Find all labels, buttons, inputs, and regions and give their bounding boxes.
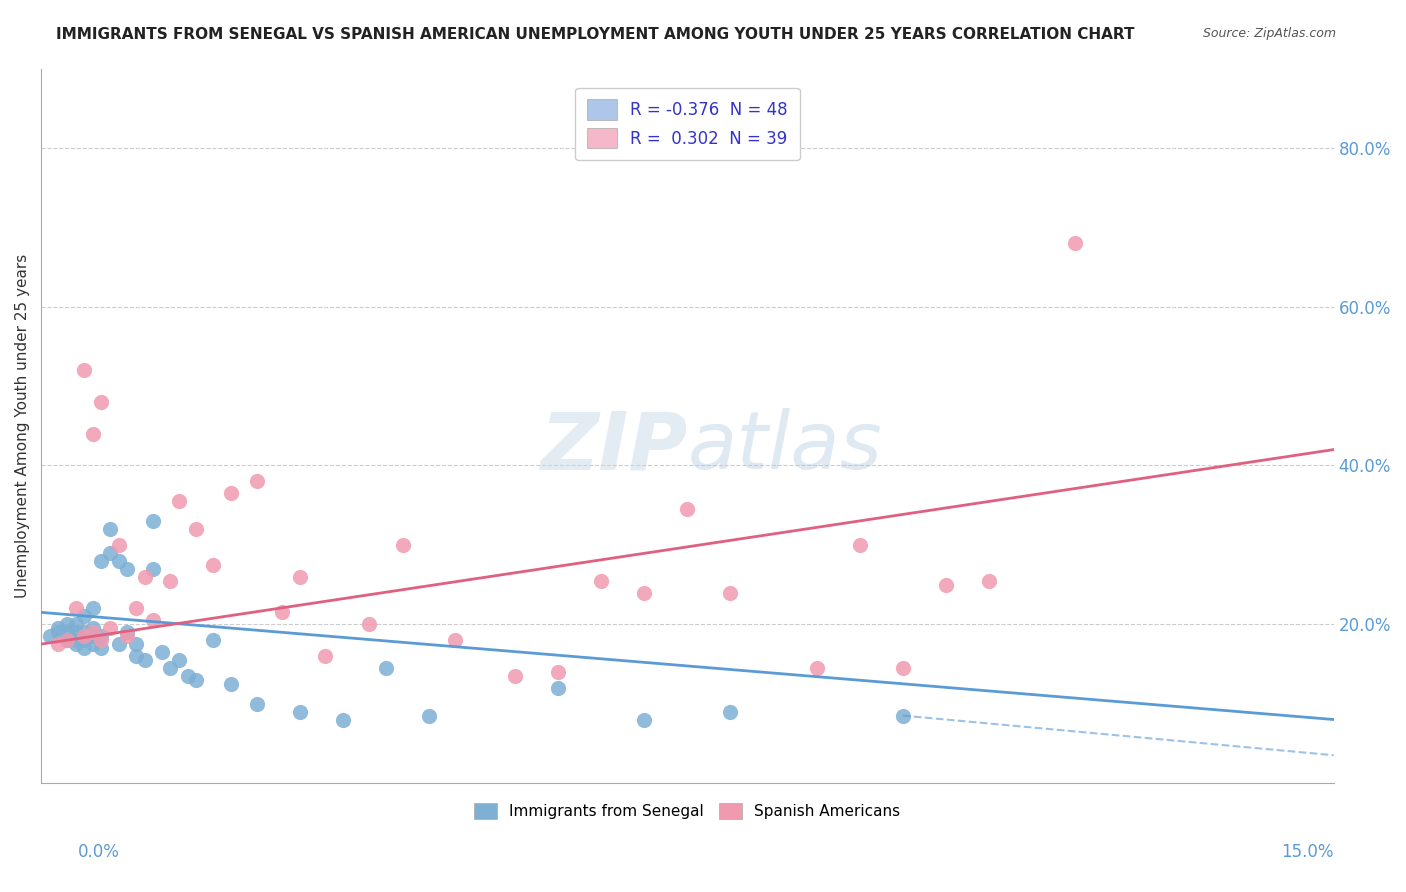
Point (134, 569, 156, 583)
Legend: Immigrants from Senegal, Spanish Americans: Immigrants from Senegal, Spanish America… (468, 797, 907, 825)
Point (65, 625, 87, 640)
Text: 0.0%: 0.0% (77, 843, 120, 861)
Point (1064, 236, 1087, 251)
Point (107, 554, 129, 568)
Point (891, 661, 914, 675)
Point (142, 562, 165, 576)
Point (73, 629, 96, 643)
Point (82, 625, 104, 640)
Point (676, 502, 699, 516)
Text: IMMIGRANTS FROM SENEGAL VS SPANISH AMERICAN UNEMPLOYMENT AMONG YOUTH UNDER 25 YE: IMMIGRANTS FROM SENEGAL VS SPANISH AMERI… (56, 27, 1135, 42)
Point (56, 625, 79, 640)
Text: 15.0%: 15.0% (1281, 843, 1334, 861)
Point (271, 605, 294, 619)
Point (90, 554, 112, 568)
Point (186, 673, 208, 687)
Point (65, 633, 87, 648)
Point (503, 669, 526, 683)
Point (107, 538, 129, 552)
Point (125, 601, 148, 615)
Point (82, 621, 104, 635)
Point (418, 708, 440, 723)
Point (176, 669, 198, 683)
Point (46, 625, 69, 640)
Point (633, 585, 655, 599)
Point (98, 522, 121, 536)
Point (90, 629, 112, 643)
Point (374, 661, 396, 675)
Y-axis label: Unemployment Among Youth under 25 years: Unemployment Among Youth under 25 years (15, 253, 30, 598)
Point (288, 705, 311, 719)
Point (98, 621, 121, 635)
Point (219, 486, 242, 500)
Point (547, 681, 569, 695)
Point (720, 585, 742, 599)
Point (56, 617, 79, 632)
Point (65, 601, 87, 615)
Point (848, 538, 870, 552)
Point (935, 577, 957, 591)
Point (82, 637, 104, 651)
Point (90, 395, 112, 409)
Point (202, 633, 225, 648)
Text: Source: ZipAtlas.com: Source: ZipAtlas.com (1202, 27, 1336, 40)
Point (288, 569, 311, 583)
Point (202, 558, 225, 572)
Point (56, 633, 79, 648)
Point (591, 574, 613, 588)
Point (547, 665, 569, 679)
Point (73, 641, 96, 656)
Point (107, 637, 129, 651)
Point (977, 574, 1000, 588)
Point (73, 363, 96, 377)
Point (245, 697, 267, 711)
Point (46, 621, 69, 635)
Point (117, 625, 139, 640)
Point (159, 574, 181, 588)
Point (46, 637, 69, 651)
Point (82, 629, 104, 643)
Point (186, 522, 208, 536)
Point (219, 677, 242, 691)
Point (117, 629, 139, 643)
Text: ZIP: ZIP (540, 409, 688, 486)
Point (159, 661, 181, 675)
Point (720, 705, 742, 719)
Point (314, 648, 336, 663)
Point (38, 629, 60, 643)
Point (73, 609, 96, 624)
Point (65, 637, 87, 651)
Point (891, 708, 914, 723)
Point (125, 648, 148, 663)
Point (332, 713, 354, 727)
Point (392, 538, 415, 552)
Point (117, 562, 139, 576)
Point (90, 641, 112, 656)
Text: atlas: atlas (688, 409, 882, 486)
Point (56, 633, 79, 648)
Point (73, 625, 96, 640)
Point (167, 653, 190, 667)
Point (65, 617, 87, 632)
Point (633, 713, 655, 727)
Point (142, 514, 165, 528)
Point (245, 475, 267, 489)
Point (73, 633, 96, 648)
Point (806, 661, 828, 675)
Point (142, 613, 165, 627)
Point (443, 633, 465, 648)
Point (82, 426, 104, 441)
Point (125, 637, 148, 651)
Point (82, 601, 104, 615)
Point (134, 653, 156, 667)
Point (167, 494, 190, 508)
Point (90, 633, 112, 648)
Point (150, 645, 173, 659)
Point (357, 617, 380, 632)
Point (98, 546, 121, 560)
